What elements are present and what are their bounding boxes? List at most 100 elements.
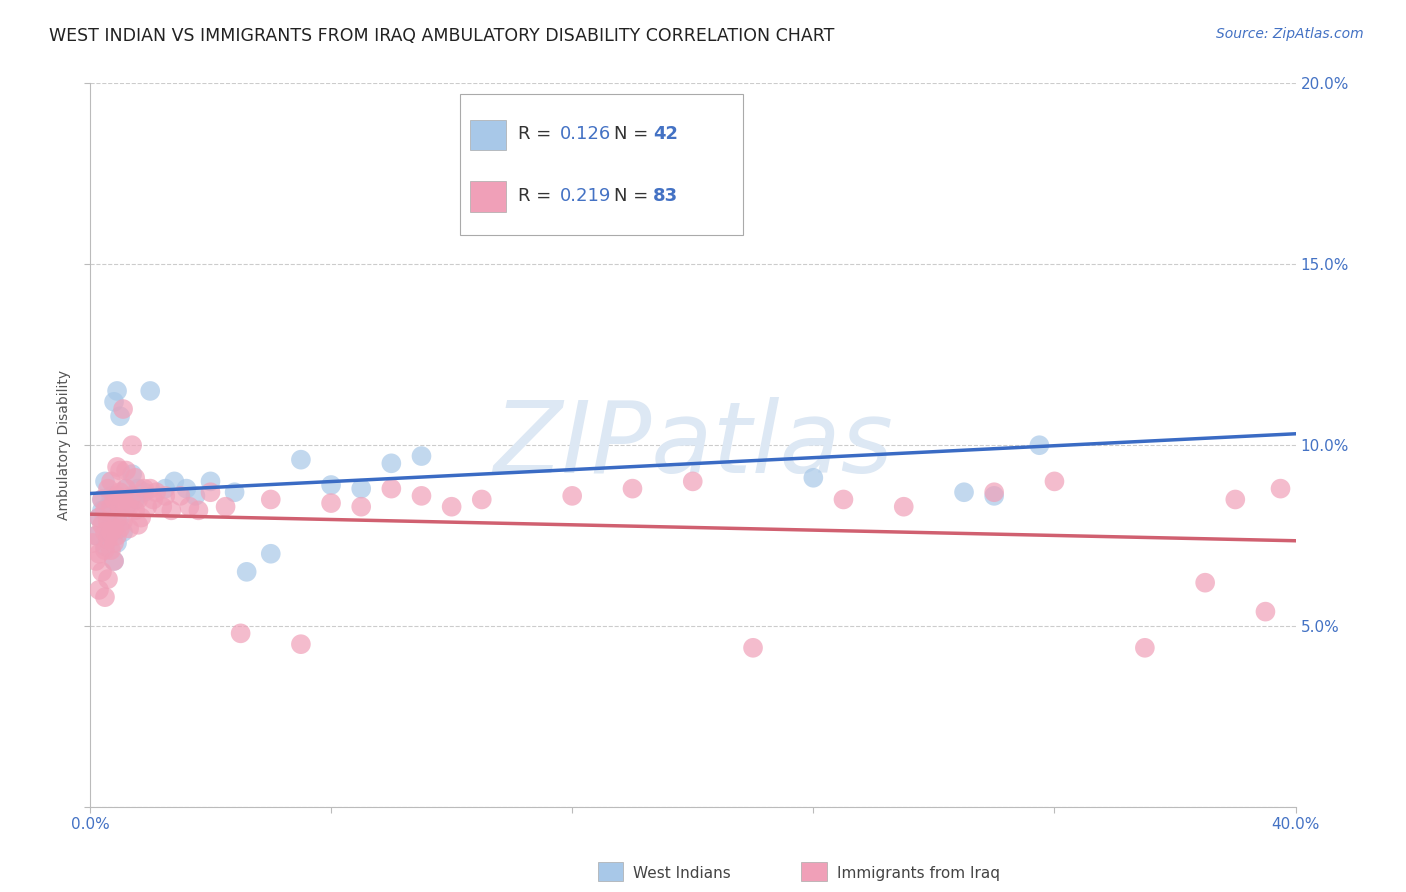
Point (200, 475, 222, 489)
Point (260, 547, 283, 561)
Point (1043, 475, 1066, 489)
Point (105, 489, 128, 503)
Point (112, 402, 135, 417)
Point (380, 482, 402, 496)
Point (112, 514, 135, 528)
Point (893, 500, 915, 514)
Text: WEST INDIAN VS IMMIGRANTS FROM IRAQ AMBULATORY DISABILITY CORRELATION CHART: WEST INDIAN VS IMMIGRANTS FROM IRAQ AMBU… (49, 27, 835, 45)
Text: 0.126: 0.126 (560, 125, 612, 143)
Point (214, 500, 236, 514)
Point (91, 492, 114, 507)
Point (260, 492, 283, 507)
Point (136, 500, 159, 514)
Point (145, 485, 167, 500)
Point (94, 540, 117, 554)
Point (115, 500, 138, 514)
Point (82, 536, 104, 550)
Point (91, 492, 114, 507)
Point (124, 503, 146, 517)
Point (200, 485, 222, 500)
Point (179, 500, 201, 514)
Point (129, 510, 152, 524)
Point (150, 500, 173, 514)
Point (108, 510, 131, 524)
Point (139, 384, 162, 398)
Point (832, 492, 855, 507)
Text: 83: 83 (652, 186, 678, 204)
FancyBboxPatch shape (470, 181, 506, 211)
Text: N =: N = (614, 125, 654, 143)
Point (97, 572, 120, 586)
Point (91, 517, 114, 532)
Point (91, 565, 114, 579)
Point (1225, 492, 1247, 507)
Point (108, 500, 131, 514)
Point (471, 211, 494, 225)
Point (163, 475, 186, 489)
Point (84, 529, 107, 543)
Point (184, 489, 207, 503)
Point (115, 464, 138, 478)
Point (97, 500, 120, 514)
Point (112, 492, 135, 507)
Point (319, 478, 342, 492)
Point (134, 482, 156, 496)
Point (160, 503, 183, 517)
Point (1133, 640, 1156, 655)
Point (87, 510, 110, 524)
Point (1254, 605, 1277, 619)
Point (97, 533, 120, 547)
Point (621, 482, 644, 496)
Point (97, 482, 120, 496)
Text: Source: ZipAtlas.com: Source: ZipAtlas.com (1216, 27, 1364, 41)
Point (94, 543, 117, 558)
Point (121, 467, 143, 482)
Point (103, 554, 125, 568)
Point (105, 510, 128, 524)
Point (103, 492, 125, 507)
Point (91, 503, 114, 517)
Point (134, 485, 156, 500)
Point (229, 626, 252, 640)
Point (118, 500, 141, 514)
Point (155, 482, 177, 496)
Point (115, 482, 138, 496)
Point (100, 524, 122, 539)
Text: Immigrants from Iraq: Immigrants from Iraq (837, 866, 1000, 881)
Point (471, 492, 494, 507)
Point (105, 384, 128, 398)
Point (561, 489, 583, 503)
Point (100, 517, 122, 532)
Point (108, 464, 131, 478)
FancyBboxPatch shape (470, 120, 506, 150)
Point (411, 489, 433, 503)
Point (1270, 482, 1292, 496)
Text: West Indians: West Indians (633, 866, 731, 881)
Point (290, 637, 312, 651)
Point (97, 514, 120, 528)
Point (953, 485, 976, 500)
Point (350, 500, 373, 514)
Point (319, 496, 342, 510)
Point (84, 554, 107, 568)
Point (112, 524, 135, 539)
Point (103, 554, 125, 568)
Point (380, 456, 402, 470)
Point (290, 452, 312, 467)
Point (682, 475, 704, 489)
Point (742, 640, 765, 655)
Point (100, 543, 122, 558)
Text: 42: 42 (652, 125, 678, 143)
Point (94, 524, 117, 539)
Point (103, 394, 125, 409)
Point (103, 536, 125, 550)
Point (100, 475, 122, 489)
Point (139, 482, 162, 496)
FancyBboxPatch shape (460, 95, 744, 235)
Point (118, 496, 141, 510)
Point (121, 489, 143, 503)
Text: R =: R = (517, 186, 557, 204)
Point (94, 590, 117, 604)
Point (94, 503, 117, 517)
Point (87, 582, 110, 597)
